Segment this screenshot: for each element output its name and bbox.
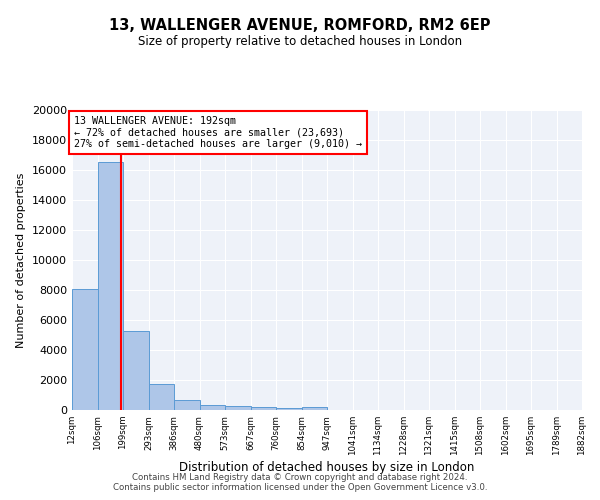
Text: 13 WALLENGER AVENUE: 192sqm
← 72% of detached houses are smaller (23,693)
27% of: 13 WALLENGER AVENUE: 192sqm ← 72% of det… xyxy=(74,116,362,149)
Text: Size of property relative to detached houses in London: Size of property relative to detached ho… xyxy=(138,35,462,48)
Bar xyxy=(251,407,276,410)
Bar xyxy=(123,330,149,410)
Bar xyxy=(174,400,199,410)
Y-axis label: Number of detached properties: Number of detached properties xyxy=(16,172,26,348)
Text: Contains HM Land Registry data © Crown copyright and database right 2024.
Contai: Contains HM Land Registry data © Crown c… xyxy=(113,473,487,492)
Bar xyxy=(276,408,302,410)
Bar xyxy=(149,384,174,410)
Bar xyxy=(97,162,123,410)
Bar xyxy=(225,406,251,410)
X-axis label: Distribution of detached houses by size in London: Distribution of detached houses by size … xyxy=(179,461,475,474)
Bar xyxy=(302,407,327,410)
Bar xyxy=(199,405,225,410)
Text: 13, WALLENGER AVENUE, ROMFORD, RM2 6EP: 13, WALLENGER AVENUE, ROMFORD, RM2 6EP xyxy=(109,18,491,32)
Bar xyxy=(72,288,97,410)
